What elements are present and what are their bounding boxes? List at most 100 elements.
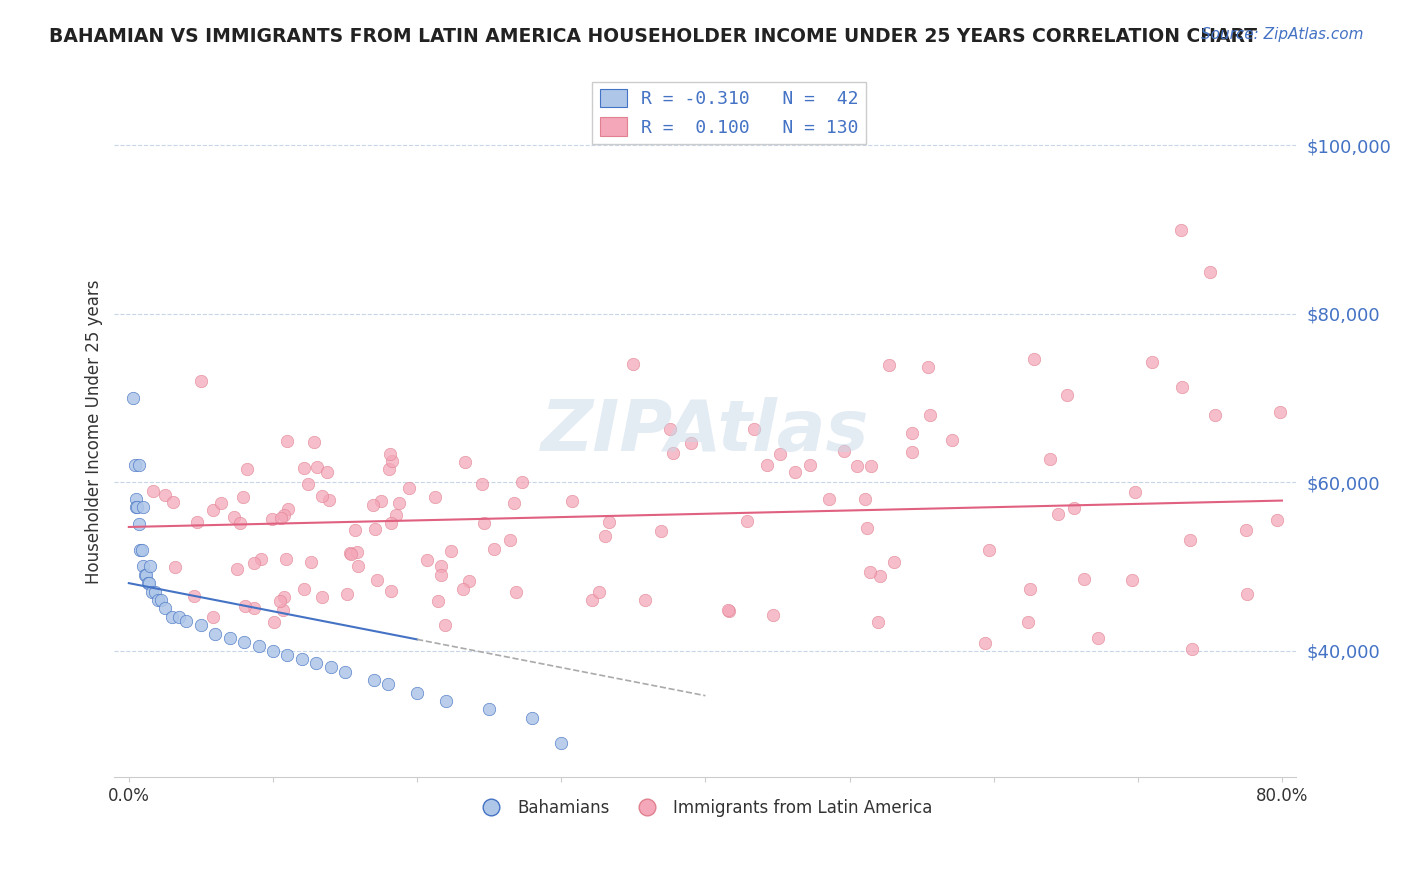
Point [347,559,370,574]
Point [478,702,501,716]
Point [142,484,165,499]
Point [209,496,232,510]
Point [785,465,807,479]
Point [201,502,224,516]
Point [482,541,505,556]
Point [877,359,900,373]
Point [132,559,155,574]
Point [270,511,292,525]
Point [333,665,356,679]
Point [1017,615,1039,629]
Point [135,567,157,582]
Point [292,461,315,475]
Point [869,569,891,583]
Point [218,631,240,645]
Point [388,496,411,510]
Point [1022,352,1045,367]
Point [499,533,522,548]
Point [361,499,384,513]
Point [160,610,183,624]
Point [190,618,212,632]
Point [273,508,295,523]
Point [430,558,453,573]
Point [377,677,399,691]
Text: Source: ZipAtlas.com: Source: ZipAtlas.com [1201,27,1364,42]
Point [364,522,387,536]
Point [247,640,270,654]
Point [139,559,162,574]
Point [1087,631,1109,645]
Point [1063,500,1085,515]
Point [274,552,297,566]
Point [1140,354,1163,368]
Point [263,615,285,630]
Point [458,574,481,588]
Point [502,495,524,509]
Point [1199,265,1222,279]
Point [176,614,198,628]
Point [315,465,337,479]
Point [232,490,254,504]
Point [1270,405,1292,419]
Point [276,434,298,448]
Point [977,542,1000,557]
Legend: Bahamians, Immigrants from Latin America: Bahamians, Immigrants from Latin America [472,792,939,824]
Point [366,573,388,587]
Point [311,490,333,504]
Point [343,523,366,537]
Point [134,567,156,582]
Point [125,500,148,515]
Point [901,445,924,459]
Point [122,391,145,405]
Point [853,492,876,507]
Point [974,636,997,650]
Point [346,544,368,558]
Point [319,660,342,674]
Point [243,600,266,615]
Point [276,648,298,662]
Point [799,458,821,472]
Point [186,515,208,529]
Point [153,488,176,502]
Point [883,555,905,569]
Point [1171,380,1194,394]
Point [250,552,273,566]
Point [305,656,328,670]
Point [129,542,152,557]
Point [510,475,533,489]
Point [581,593,603,607]
Point [1046,508,1069,522]
Point [742,421,765,435]
Y-axis label: Householder Income Under 25 years: Householder Income Under 25 years [86,279,103,584]
Point [846,459,869,474]
Point [339,546,361,560]
Point [1019,582,1042,597]
Point [1125,484,1147,499]
Point [162,495,184,509]
Point [378,462,401,476]
Point [425,490,447,504]
Point [901,425,924,440]
Point [856,521,879,535]
Point [124,458,146,473]
Point [1204,408,1226,422]
Point [1234,523,1257,537]
Point [717,604,740,618]
Point [451,582,474,596]
Point [125,491,148,506]
Point [505,585,527,599]
Point [818,492,841,507]
Point [363,673,385,687]
Point [398,481,420,495]
Point [755,458,778,472]
Point [832,443,855,458]
Point [717,603,740,617]
Point [225,562,247,576]
Point [1056,388,1078,402]
Point [277,502,299,516]
Point [1170,222,1192,236]
Point [243,556,266,570]
Point [1121,574,1143,588]
Point [426,594,449,608]
Point [859,565,882,579]
